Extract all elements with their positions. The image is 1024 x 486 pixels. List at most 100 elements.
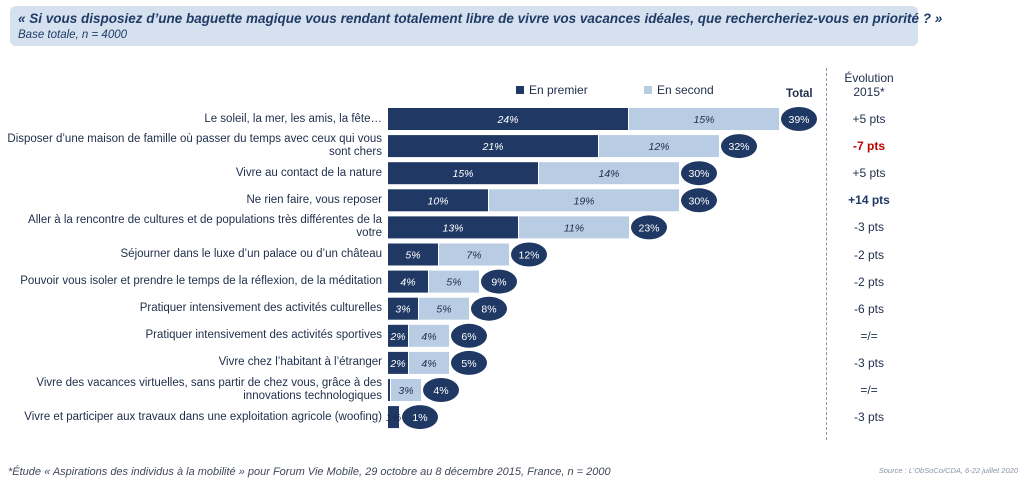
total-bubble bbox=[471, 296, 507, 321]
bar-second-label: 4% bbox=[421, 358, 436, 370]
bar-second-label: 15% bbox=[693, 114, 714, 126]
total-bubble bbox=[681, 188, 717, 213]
footnote: *Étude « Aspirations des individus à la … bbox=[8, 466, 611, 478]
bar-first bbox=[388, 297, 418, 320]
bar-second bbox=[519, 216, 629, 239]
source-note: Source : L’ObSoCo/CDA, 6-22 juillet 2020 bbox=[878, 466, 1018, 475]
bar-first-label: 24% bbox=[496, 114, 518, 126]
category-label: Le soleil, la mer, les amis, la fête… bbox=[204, 112, 382, 125]
category-label: Vivre et participer aux travaux dans une… bbox=[24, 410, 382, 423]
total-bubble bbox=[402, 405, 438, 430]
bar-first bbox=[388, 406, 399, 429]
bar-first-label: 15% bbox=[452, 168, 473, 180]
bar-first bbox=[388, 243, 438, 266]
bar-second-label: 5% bbox=[446, 277, 461, 289]
bar-first bbox=[388, 379, 390, 401]
bar-second-label: 14% bbox=[598, 168, 619, 180]
bar-first bbox=[388, 351, 408, 374]
question-title: « Si vous disposiez d’une baguette magiq… bbox=[18, 11, 943, 26]
total-header: Total bbox=[786, 88, 813, 100]
bar-first bbox=[388, 135, 598, 158]
bar-second bbox=[439, 243, 509, 266]
category-label: Ne rien faire, vous reposer bbox=[246, 193, 382, 206]
legend-swatch-first bbox=[516, 86, 524, 94]
total-bubble bbox=[721, 134, 757, 159]
bar-second-label: 19% bbox=[573, 195, 594, 207]
evolution-header: Évolution 2015* bbox=[838, 71, 900, 99]
total-bubble bbox=[451, 323, 487, 348]
evolution-value: +5 pts bbox=[852, 112, 886, 126]
bar-first bbox=[388, 270, 428, 293]
total-label: 4% bbox=[433, 385, 448, 397]
total-label: 9% bbox=[491, 277, 506, 289]
bar-second bbox=[599, 135, 719, 158]
total-bubble bbox=[423, 378, 459, 402]
legend-item-second: En second bbox=[644, 83, 714, 97]
bar-second bbox=[409, 351, 449, 374]
total-label: 1% bbox=[412, 412, 427, 424]
category-label: Pratiquer intensivement des activités sp… bbox=[145, 329, 383, 342]
total-label: 5% bbox=[461, 358, 476, 370]
evolution-value: -2 pts bbox=[853, 247, 884, 262]
bar-first-label: 13% bbox=[442, 222, 463, 234]
total-bubble bbox=[631, 215, 667, 240]
evolution-header-line2: 2015* bbox=[853, 85, 885, 99]
total-bubble bbox=[481, 269, 517, 294]
total-bubble bbox=[781, 107, 817, 131]
evolution-value: =/= bbox=[860, 383, 878, 397]
category-label: Séjourner dans le luxe d’un palace ou d’… bbox=[120, 248, 383, 260]
bar-first-label: 2% bbox=[389, 358, 405, 370]
base-note: Base totale, n = 4000 bbox=[18, 29, 128, 41]
total-label: 30% bbox=[688, 195, 709, 207]
bar-second bbox=[629, 108, 779, 130]
evolution-value: +14 pts bbox=[848, 193, 890, 208]
evolution-value: =/= bbox=[860, 328, 878, 343]
bar-first bbox=[388, 108, 628, 130]
bar-second bbox=[391, 379, 421, 401]
evolution-value: -3 pts bbox=[853, 410, 884, 425]
bar-second bbox=[429, 270, 479, 293]
bar-second-label: 11% bbox=[564, 222, 584, 234]
total-label: 30% bbox=[688, 168, 709, 180]
bar-second bbox=[539, 162, 679, 185]
bar-second bbox=[419, 297, 469, 320]
total-label: 39% bbox=[788, 114, 809, 126]
bar-first bbox=[388, 324, 408, 347]
total-bubble bbox=[681, 161, 717, 186]
total-label: 23% bbox=[638, 222, 659, 234]
bar-first-label: 5% bbox=[405, 250, 420, 262]
evolution-header-line1: Évolution bbox=[844, 71, 894, 85]
bar-first-label: 2% bbox=[389, 331, 405, 343]
bar-first-label: 3% bbox=[395, 304, 410, 316]
legend-label-second: En second bbox=[657, 83, 714, 97]
bar-first-label: 10% bbox=[427, 195, 448, 207]
category-label: Vivre des vacances virtuelles, sans part… bbox=[36, 377, 382, 402]
bar-first bbox=[388, 216, 518, 239]
column-divider bbox=[826, 68, 827, 440]
bar-first bbox=[388, 162, 538, 185]
total-label: 12% bbox=[518, 250, 539, 262]
bar-second bbox=[489, 189, 679, 212]
bar-first bbox=[388, 189, 488, 212]
bar-first-label: 4% bbox=[400, 277, 415, 289]
bar-second-label: 12% bbox=[648, 141, 669, 153]
evolution-value: +5 pts bbox=[852, 166, 886, 181]
question-box: « Si vous disposiez d’une baguette magiq… bbox=[10, 6, 942, 46]
evolution-value: -2 pts bbox=[853, 274, 884, 289]
legend-item-first: En premier bbox=[516, 83, 588, 97]
bar-second-label: 4% bbox=[421, 331, 436, 343]
evolution-value: -7 pts bbox=[852, 139, 885, 154]
category-label: Disposer d’une maison de famille où pass… bbox=[7, 133, 382, 159]
bar-second-label: 3% bbox=[398, 385, 413, 397]
legend-label-first: En premier bbox=[529, 83, 588, 97]
category-label: Pouvoir vous isoler et prendre le temps … bbox=[20, 275, 382, 288]
bar-first-label: 21% bbox=[481, 141, 503, 153]
bar-first-label: 1% bbox=[386, 412, 401, 424]
category-label: Pratiquer intensivement des activités cu… bbox=[139, 302, 382, 315]
legend-swatch-second bbox=[644, 86, 652, 94]
evolution-value: -6 pts bbox=[853, 301, 884, 316]
bar-second-label: 7% bbox=[466, 250, 481, 262]
evolution-value: -3 pts bbox=[853, 355, 884, 370]
total-label: 32% bbox=[728, 141, 749, 153]
